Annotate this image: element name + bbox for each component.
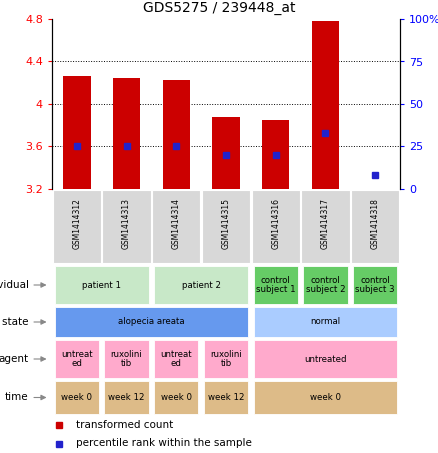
Bar <box>204 381 248 414</box>
Bar <box>154 381 198 414</box>
Text: control
subject 2: control subject 2 <box>306 275 345 294</box>
Text: week 12: week 12 <box>208 393 244 402</box>
Text: week 0: week 0 <box>161 393 192 402</box>
Text: time: time <box>5 392 28 403</box>
Text: GSM1414314: GSM1414314 <box>172 198 181 249</box>
Text: control
subject 1: control subject 1 <box>256 275 296 294</box>
Bar <box>55 265 148 304</box>
Bar <box>251 190 300 263</box>
Bar <box>262 120 290 189</box>
Bar <box>55 307 248 337</box>
Bar <box>353 265 397 304</box>
Bar <box>105 340 148 378</box>
Text: control
subject 3: control subject 3 <box>355 275 395 294</box>
Text: GSM1414313: GSM1414313 <box>122 198 131 249</box>
Bar <box>154 340 198 378</box>
Text: disease state: disease state <box>0 317 28 327</box>
Text: normal: normal <box>311 318 340 327</box>
Bar <box>212 117 240 189</box>
Bar <box>301 190 350 263</box>
Text: ruxolini
tib: ruxolini tib <box>210 350 242 368</box>
Text: GDS5275 / 239448_at: GDS5275 / 239448_at <box>143 1 295 15</box>
Text: GSM1414312: GSM1414312 <box>72 198 81 249</box>
Text: GSM1414316: GSM1414316 <box>271 198 280 249</box>
Bar <box>154 265 248 304</box>
Bar <box>204 340 248 378</box>
Bar <box>162 80 190 189</box>
Bar <box>202 190 250 263</box>
Bar <box>312 21 339 189</box>
Text: untreat
ed: untreat ed <box>61 350 93 368</box>
Bar <box>105 381 148 414</box>
Text: ruxolini
tib: ruxolini tib <box>111 350 142 368</box>
Bar <box>304 265 347 304</box>
Text: week 12: week 12 <box>108 393 145 402</box>
Text: patient 1: patient 1 <box>82 280 121 289</box>
Bar <box>152 190 201 263</box>
Text: untreated: untreated <box>304 355 347 363</box>
Text: transformed count: transformed count <box>76 419 173 429</box>
Text: untreat
ed: untreat ed <box>160 350 192 368</box>
Text: patient 2: patient 2 <box>182 280 221 289</box>
Bar <box>254 265 298 304</box>
Bar <box>102 190 151 263</box>
Text: percentile rank within the sample: percentile rank within the sample <box>76 439 252 448</box>
Text: week 0: week 0 <box>310 393 341 402</box>
Bar <box>113 78 140 189</box>
Bar <box>55 340 99 378</box>
Text: GSM1414317: GSM1414317 <box>321 198 330 249</box>
Text: GSM1414315: GSM1414315 <box>222 198 230 249</box>
Text: week 0: week 0 <box>61 393 92 402</box>
Bar <box>63 77 91 189</box>
Text: individual: individual <box>0 280 28 290</box>
Bar <box>254 307 397 337</box>
Bar <box>254 340 397 378</box>
Text: GSM1414318: GSM1414318 <box>371 198 380 249</box>
Text: alopecia areata: alopecia areata <box>118 318 185 327</box>
Text: agent: agent <box>0 354 28 364</box>
Bar <box>351 190 399 263</box>
Bar <box>55 381 99 414</box>
Bar <box>53 190 101 263</box>
Bar <box>254 381 397 414</box>
